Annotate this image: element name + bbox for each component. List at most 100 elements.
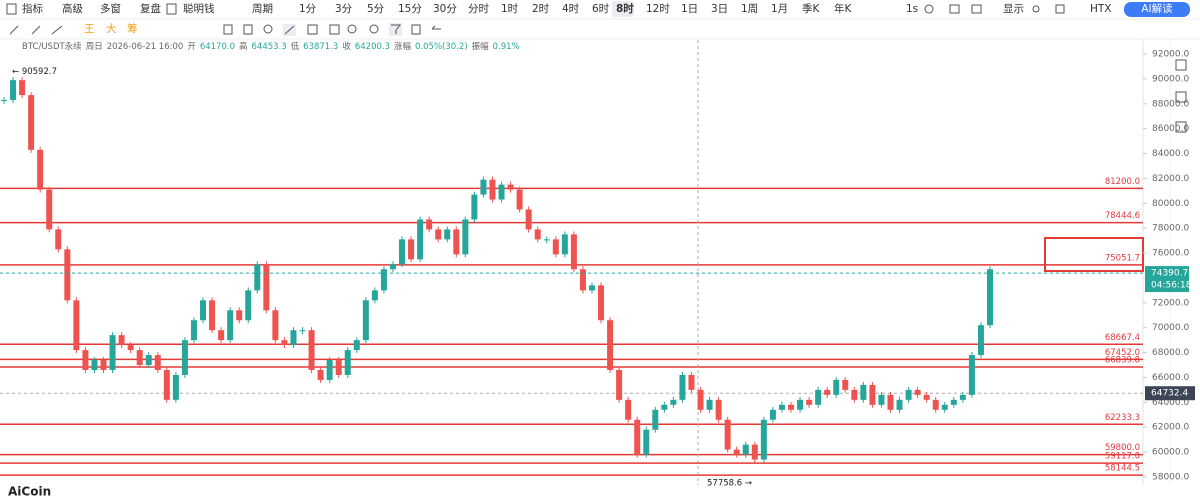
y-tick-label: 76000.0 bbox=[1152, 249, 1189, 259]
period-button[interactable]: 6时 bbox=[592, 3, 610, 15]
candle bbox=[634, 419, 641, 455]
toolbar-button[interactable]: 多窗 bbox=[100, 2, 121, 15]
candle bbox=[218, 330, 225, 341]
countdown: 04:56:18 bbox=[1151, 281, 1192, 291]
candle bbox=[561, 234, 568, 255]
candle bbox=[625, 399, 632, 420]
candle bbox=[968, 355, 975, 395]
toolbar-button[interactable]: 1s bbox=[906, 3, 918, 15]
candle bbox=[869, 384, 876, 405]
candle bbox=[570, 234, 577, 270]
candle bbox=[824, 389, 831, 395]
candle bbox=[100, 360, 107, 370]
candle bbox=[489, 179, 496, 200]
candle bbox=[480, 179, 487, 195]
period-button[interactable]: 2时 bbox=[532, 3, 550, 15]
period-button[interactable]: 分时 bbox=[468, 3, 489, 15]
candle bbox=[706, 399, 713, 410]
ohlc-field: 64200.3 bbox=[355, 42, 390, 52]
period-button[interactable]: 12时 bbox=[646, 3, 670, 15]
candle bbox=[55, 229, 62, 250]
indicator-tool[interactable]: 王 bbox=[84, 23, 95, 35]
candle bbox=[959, 394, 966, 400]
period-button[interactable]: 1时 bbox=[501, 3, 519, 15]
period-button[interactable]: 年K bbox=[834, 2, 852, 15]
candle bbox=[977, 325, 984, 356]
crosshair-price: 64732.4 bbox=[1151, 389, 1188, 399]
period-button[interactable]: 8时 bbox=[616, 2, 634, 15]
candle bbox=[136, 350, 143, 366]
candle bbox=[236, 310, 243, 321]
candle bbox=[408, 239, 415, 260]
candle bbox=[317, 369, 324, 380]
period-button[interactable]: 1月 bbox=[771, 3, 788, 15]
y-tick-label: 88000.0 bbox=[1152, 99, 1189, 109]
y-tick-label: 66000.0 bbox=[1152, 373, 1189, 383]
toolbar-button[interactable]: 复盘 bbox=[140, 2, 161, 15]
candle bbox=[833, 379, 840, 395]
candle bbox=[46, 189, 53, 230]
period-button[interactable]: 3分 bbox=[335, 3, 353, 15]
candle bbox=[543, 239, 550, 241]
period-button[interactable]: 1周 bbox=[741, 3, 758, 15]
ohlc-field: 涨幅 bbox=[394, 41, 412, 52]
y-tick-label: 72000.0 bbox=[1152, 298, 1189, 308]
candle bbox=[652, 409, 659, 430]
candle bbox=[209, 300, 216, 331]
candle bbox=[399, 239, 406, 265]
candle bbox=[815, 389, 822, 405]
candle bbox=[353, 340, 360, 351]
candle bbox=[444, 229, 451, 240]
candle bbox=[724, 419, 731, 450]
candle bbox=[887, 394, 894, 410]
candle bbox=[380, 269, 387, 291]
indicator-tool[interactable]: 大 bbox=[106, 22, 117, 35]
candle bbox=[896, 399, 903, 410]
ai-button-bg[interactable] bbox=[1124, 2, 1190, 17]
candle bbox=[471, 194, 478, 220]
candle bbox=[941, 404, 948, 410]
period-button[interactable]: 季K bbox=[802, 3, 820, 15]
period-button[interactable]: 5分 bbox=[367, 3, 385, 15]
candle bbox=[778, 404, 785, 410]
candle bbox=[462, 219, 469, 255]
period-button[interactable]: 4时 bbox=[562, 3, 580, 15]
candle bbox=[335, 360, 342, 375]
toolbar-button[interactable]: 高级 bbox=[62, 2, 83, 15]
candle bbox=[326, 360, 333, 380]
ai-button[interactable]: AI解读 bbox=[1141, 2, 1173, 15]
candle bbox=[733, 449, 740, 455]
period-button[interactable]: 1日 bbox=[681, 3, 698, 15]
level-label: 59117.0 bbox=[1105, 452, 1140, 462]
ohlc-field: 64170.0 bbox=[200, 42, 235, 52]
indicator-tool[interactable]: 筹 bbox=[127, 22, 138, 35]
y-tick-label: 58000.0 bbox=[1152, 472, 1189, 482]
candle bbox=[91, 360, 98, 370]
period-button[interactable]: 15分 bbox=[398, 3, 422, 15]
toolbar-button[interactable]: HTX bbox=[1090, 3, 1112, 15]
candle bbox=[389, 264, 396, 270]
selected-period[interactable] bbox=[612, 1, 634, 17]
level-label: 68667.4 bbox=[1105, 333, 1140, 343]
period-button[interactable]: 30分 bbox=[433, 3, 457, 15]
candle bbox=[308, 330, 315, 370]
period-button[interactable]: 3日 bbox=[711, 3, 728, 15]
drawing-tools bbox=[9, 4, 1187, 133]
toolbar-button[interactable]: 聪明钱 bbox=[183, 2, 215, 15]
candle bbox=[987, 269, 993, 326]
y-tick-label: 92000.0 bbox=[1152, 50, 1189, 60]
candle bbox=[923, 394, 930, 400]
candle bbox=[616, 369, 623, 400]
level-label: 62233.3 bbox=[1105, 413, 1140, 423]
toolbar-button[interactable]: 指标 bbox=[22, 2, 43, 15]
y-tick-label: 60000.0 bbox=[1152, 448, 1189, 458]
toolbar-button[interactable]: 显示 bbox=[1003, 3, 1024, 15]
candle bbox=[688, 374, 695, 390]
candle bbox=[181, 340, 188, 375]
toolbar-button[interactable]: 周期 bbox=[252, 3, 273, 15]
level-label: 78444.6 bbox=[1105, 211, 1140, 221]
period-button[interactable]: 1分 bbox=[299, 3, 317, 15]
candle bbox=[154, 355, 161, 370]
